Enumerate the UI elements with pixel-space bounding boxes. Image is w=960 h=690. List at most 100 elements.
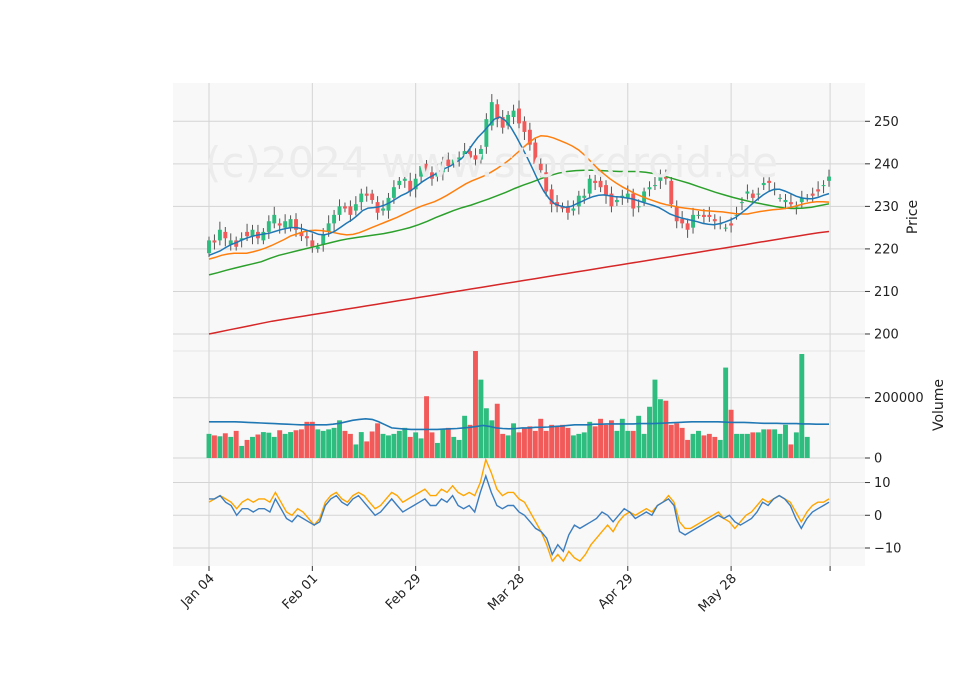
volume-bar: [592, 426, 598, 458]
volume-bar: [347, 433, 353, 458]
volume-bar: [434, 442, 440, 458]
candle-body: [473, 155, 478, 160]
candle-body: [288, 219, 293, 228]
candle-body: [261, 231, 266, 241]
volume-bar: [614, 430, 620, 458]
volume-bar: [407, 436, 413, 458]
candle-body: [723, 227, 728, 229]
volume-bar: [701, 435, 707, 458]
volume-bar: [755, 432, 761, 458]
volume-bar: [375, 423, 381, 458]
volume-bar: [647, 406, 652, 458]
candle-body: [593, 180, 598, 183]
x-tick-label: Apr 29: [595, 571, 636, 612]
volume-bar: [766, 429, 772, 458]
candle-body: [636, 206, 641, 208]
volume-bar: [783, 424, 788, 458]
candle-body: [816, 189, 821, 192]
volume-bar: [761, 429, 767, 458]
oscillator-tick-label: −10: [874, 542, 901, 557]
volume-bar: [598, 418, 604, 458]
candle-body: [767, 180, 772, 183]
candle-body: [598, 180, 603, 188]
candle-body: [538, 163, 543, 171]
volume-bar: [483, 408, 489, 458]
candle-body: [451, 159, 456, 164]
x-tick-label: May 28: [696, 571, 740, 615]
candle-body: [609, 193, 614, 207]
candle-body: [783, 199, 788, 203]
candle-body: [631, 193, 636, 209]
volume-bar: [630, 430, 636, 458]
candle-body: [250, 229, 255, 237]
candle-body: [495, 104, 500, 120]
candle-body: [625, 193, 630, 198]
volume-bar: [211, 435, 217, 458]
candle-body: [712, 219, 717, 222]
volume-ma-line: [209, 417, 829, 431]
candle-body: [462, 151, 467, 156]
volume-bar: [473, 351, 478, 458]
volume-bar: [429, 432, 435, 458]
volume-bar: [674, 423, 680, 458]
candle-body: [778, 197, 783, 199]
candle-body: [500, 117, 505, 128]
candle-body: [696, 214, 701, 216]
x-tick-label: Feb 29: [383, 571, 425, 613]
volume-bar: [380, 433, 386, 458]
candle-body: [283, 221, 288, 228]
candle-body: [435, 172, 440, 177]
candle-body: [348, 206, 353, 215]
volume-bar: [663, 400, 669, 458]
candle-body: [391, 187, 396, 198]
candle-body: [440, 161, 445, 173]
volume-bar: [723, 367, 729, 458]
volume-bar: [494, 403, 500, 458]
price-tick-label: 240: [874, 157, 899, 172]
volume-bar: [342, 430, 348, 458]
ma-mid-line: [208, 134, 830, 260]
candle-body: [484, 119, 489, 147]
candle-body: [468, 151, 473, 158]
oscillator-line-blue: [209, 473, 830, 557]
candle-body: [304, 236, 309, 239]
volume-bar: [543, 430, 549, 458]
volume-bar: [696, 430, 701, 458]
candle-body: [299, 231, 304, 237]
candle-body: [734, 214, 739, 216]
volume-bar: [331, 427, 337, 458]
candle-body: [506, 114, 511, 126]
candle-body: [381, 208, 385, 211]
volume-bar: [424, 396, 430, 458]
candle-body: [576, 195, 581, 207]
candle-body: [402, 178, 407, 181]
candle-body: [294, 219, 298, 230]
candle-body: [207, 240, 211, 254]
volume-bar: [712, 436, 718, 458]
volume-bar: [353, 444, 359, 458]
candle-body: [571, 208, 576, 211]
price-tick-label: 230: [874, 200, 899, 215]
volume-bar: [527, 426, 533, 458]
volume-bar: [549, 424, 555, 458]
volume-bar: [750, 432, 756, 458]
candle-body: [511, 110, 516, 118]
volume-bar: [364, 441, 370, 458]
volume-bar: [668, 424, 674, 458]
volume-bar: [554, 426, 560, 458]
candle-body: [669, 180, 674, 205]
volume-bar: [320, 430, 326, 458]
candle-body: [413, 178, 418, 190]
volume-axis-label: Volume: [931, 379, 947, 431]
volume-bar: [560, 424, 565, 458]
volume-bar: [804, 436, 810, 458]
oscillator-tick-label: 0: [874, 509, 882, 524]
price-axis-label: Price: [905, 200, 921, 234]
candle-body: [446, 159, 451, 166]
candle-body: [408, 180, 413, 192]
candle-body: [750, 193, 755, 198]
candle-body: [364, 193, 369, 196]
candle-body: [810, 193, 815, 196]
candle-body: [799, 197, 804, 203]
volume-bar: [619, 418, 625, 458]
